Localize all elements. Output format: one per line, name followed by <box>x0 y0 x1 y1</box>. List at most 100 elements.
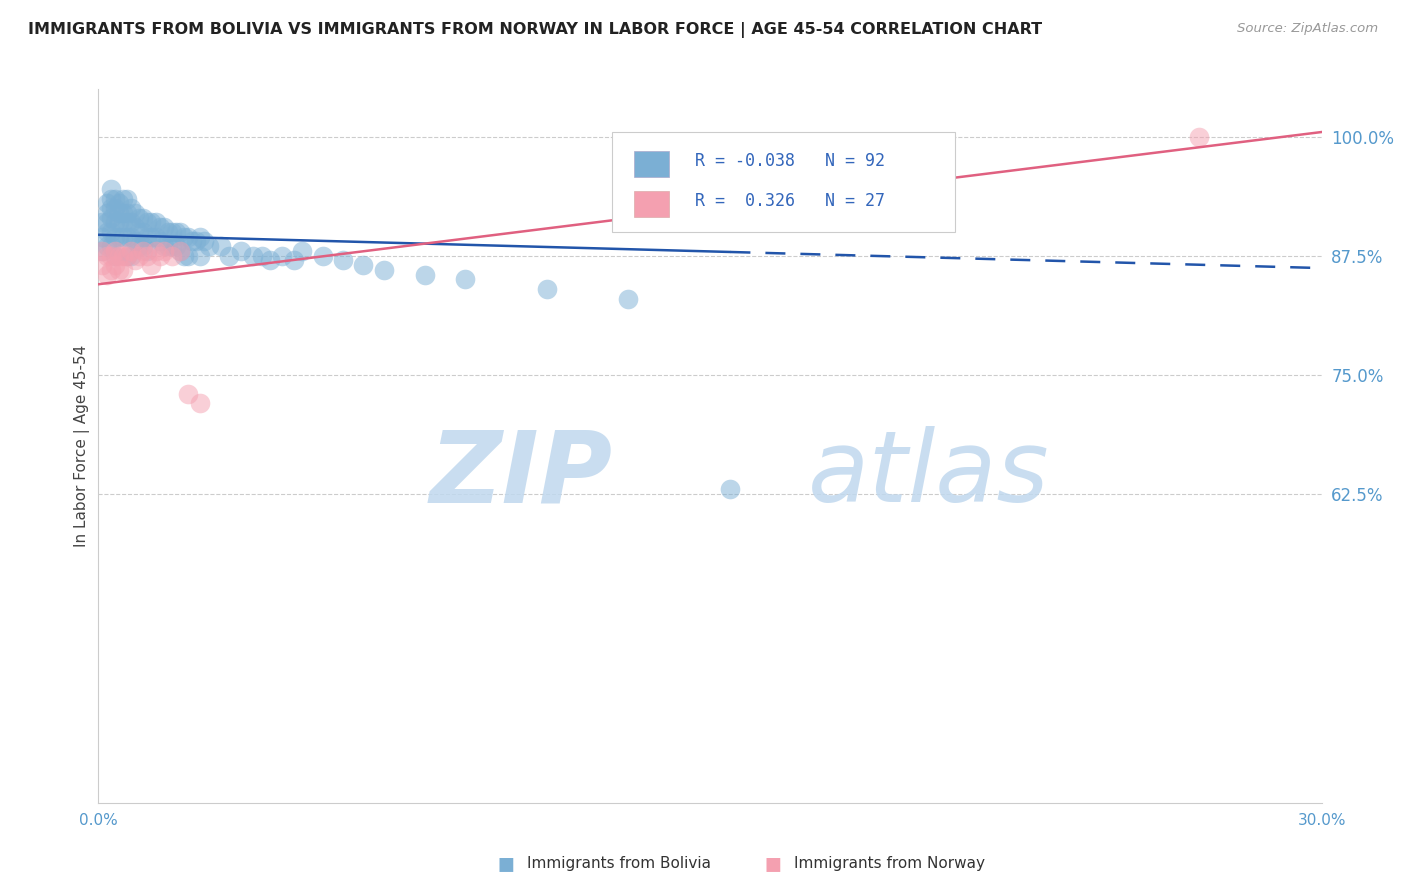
Text: ZIP: ZIP <box>429 426 612 523</box>
Point <box>108 263 131 277</box>
Point <box>231 244 253 258</box>
Point <box>352 258 374 272</box>
Point <box>132 244 155 258</box>
Point <box>169 244 191 258</box>
Point <box>181 235 204 249</box>
Point <box>104 249 127 263</box>
Point <box>1188 129 1211 144</box>
Point <box>100 249 122 263</box>
Point <box>152 244 174 258</box>
Point <box>111 249 134 263</box>
Point <box>120 249 142 263</box>
Point <box>373 263 395 277</box>
Point <box>128 225 150 239</box>
FancyBboxPatch shape <box>634 191 669 217</box>
Text: Immigrants from Bolivia: Immigrants from Bolivia <box>527 856 711 871</box>
Text: ▪: ▪ <box>763 849 783 878</box>
Point <box>165 225 187 239</box>
Point <box>120 215 142 229</box>
Point <box>120 201 142 215</box>
Point <box>136 249 159 263</box>
Point <box>152 239 174 253</box>
Point <box>96 239 118 253</box>
Point <box>156 225 179 239</box>
Point <box>259 253 281 268</box>
Text: ▪: ▪ <box>496 849 516 878</box>
Text: Source: ZipAtlas.com: Source: ZipAtlas.com <box>1237 22 1378 36</box>
Point <box>108 206 131 220</box>
Point <box>454 272 477 286</box>
Point <box>141 215 163 229</box>
Point <box>312 249 335 263</box>
Point <box>169 225 191 239</box>
Point <box>100 263 122 277</box>
Point <box>242 249 264 263</box>
Point <box>108 215 131 229</box>
Point <box>104 244 127 258</box>
Point <box>132 211 155 225</box>
Point <box>115 215 138 229</box>
Point <box>108 229 131 244</box>
Point <box>177 229 200 244</box>
Point <box>124 206 146 220</box>
Point <box>149 220 172 235</box>
Point <box>141 229 163 244</box>
Point <box>91 215 114 229</box>
Point <box>100 201 122 215</box>
Point <box>124 253 146 268</box>
Point <box>165 239 187 253</box>
Point <box>111 206 134 220</box>
Point <box>160 239 183 253</box>
Point <box>169 244 191 258</box>
Point <box>111 229 134 244</box>
Point <box>160 249 183 263</box>
Point <box>291 244 314 258</box>
Point <box>104 201 127 215</box>
Point <box>91 258 114 272</box>
Point <box>332 253 354 268</box>
Point <box>193 235 215 249</box>
Y-axis label: In Labor Force | Age 45-54: In Labor Force | Age 45-54 <box>75 345 90 547</box>
Point <box>91 244 114 258</box>
Text: IMMIGRANTS FROM BOLIVIA VS IMMIGRANTS FROM NORWAY IN LABOR FORCE | AGE 45-54 COR: IMMIGRANTS FROM BOLIVIA VS IMMIGRANTS FR… <box>28 22 1042 38</box>
Point <box>104 215 127 229</box>
Point <box>149 235 172 249</box>
Point <box>177 386 200 401</box>
Point <box>149 249 172 263</box>
Point <box>270 249 294 263</box>
Point <box>188 396 212 410</box>
Point <box>141 258 163 272</box>
Point <box>132 225 155 239</box>
Point <box>91 244 114 258</box>
FancyBboxPatch shape <box>612 132 955 232</box>
Point <box>115 192 138 206</box>
Point <box>156 239 179 253</box>
Point <box>136 229 159 244</box>
Point <box>413 268 436 282</box>
Point <box>173 229 195 244</box>
Point <box>100 211 122 225</box>
Point <box>108 196 131 211</box>
Point <box>91 229 114 244</box>
Point <box>136 244 159 258</box>
Point <box>218 249 240 263</box>
Point <box>100 225 122 239</box>
Text: R = -0.038   N = 92: R = -0.038 N = 92 <box>696 153 886 170</box>
Point <box>111 263 134 277</box>
Point <box>209 239 232 253</box>
Point <box>173 249 195 263</box>
Point <box>132 239 155 253</box>
Point <box>718 482 742 496</box>
Point <box>128 211 150 225</box>
Point <box>96 215 118 229</box>
Point <box>152 220 174 235</box>
Point <box>145 215 167 229</box>
Point <box>104 229 127 244</box>
Point <box>186 235 208 249</box>
Text: atlas: atlas <box>808 426 1049 523</box>
Point <box>188 249 212 263</box>
Point <box>145 229 167 244</box>
Point <box>128 239 150 253</box>
Point <box>100 239 122 253</box>
Point <box>124 235 146 249</box>
